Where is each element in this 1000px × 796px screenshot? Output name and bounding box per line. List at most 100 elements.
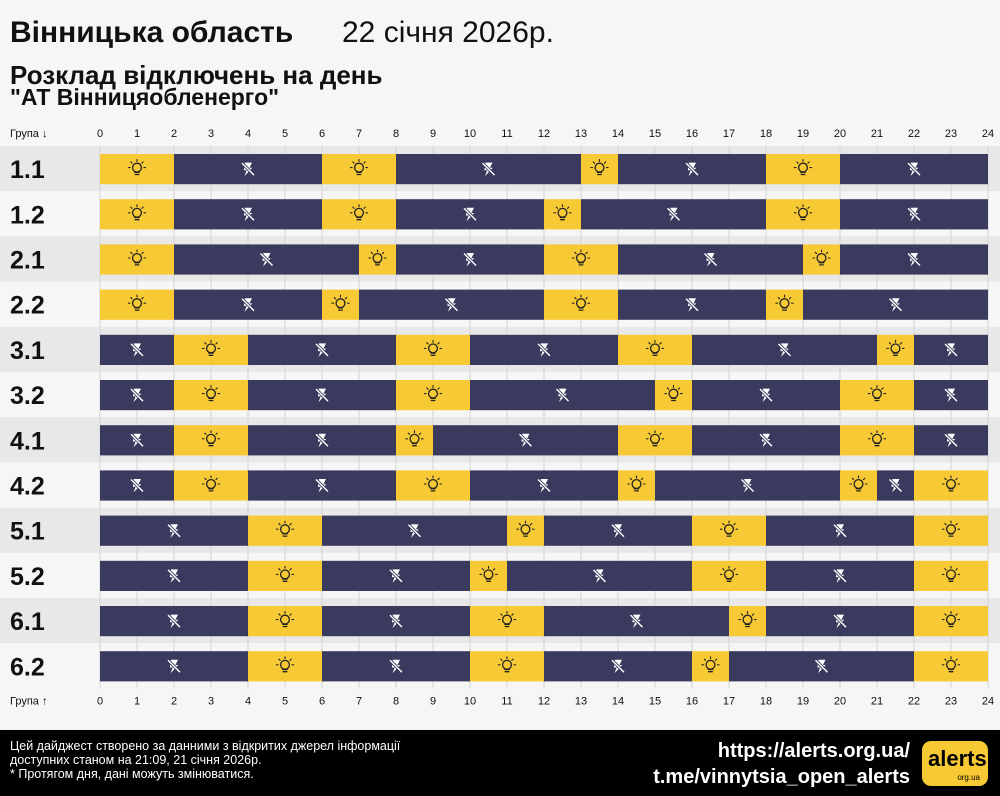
power-off-icon [592,568,607,584]
lightbulb-icon [423,475,443,492]
bulb-base [652,442,658,447]
bulb-base [282,533,288,537]
bulb-base [134,216,140,221]
hour-tick-bottom: 3 [208,695,214,707]
power-off-icon [166,613,182,629]
lightbulb-icon [331,294,350,311]
lightbulb-icon [571,294,591,311]
bulb-rays [793,204,813,214]
power-off-icon [129,387,145,403]
top-axis-band [0,122,1000,144]
bulb-rays [849,475,868,485]
segment-power-on [618,470,655,501]
hour-tick-bottom: 9 [430,695,436,707]
bulb-rays [590,159,609,169]
power-off-icon [943,342,959,358]
hour-tick-top: 0 [97,128,103,140]
power-off-icon [462,252,478,267]
segment-power-on [470,651,544,682]
bulb-base [726,578,732,582]
telegram-link[interactable]: t.me/vinnytsia_open_alerts [653,766,910,788]
lightbulb-icon [867,385,887,402]
lightbulb-icon [349,204,369,221]
bulb-base [430,488,436,492]
alerts-logo: alerts org.ua [922,741,988,786]
strike-line [889,479,902,492]
bulb-base [800,171,806,176]
bulb-rays [405,430,424,440]
power-off-icon [610,523,626,538]
bulb-base [948,488,954,492]
group-label: 5.1 [10,518,45,546]
power-off-icon [536,342,552,358]
bulb-rays [201,385,221,395]
strike-line [907,207,921,221]
segment-power-on [174,380,248,411]
logo-text: alerts [928,746,987,771]
strike-line [315,433,329,447]
lightbulb-icon [349,159,369,176]
strike-line [315,388,329,402]
strike-line [907,162,921,176]
strike-line [130,479,144,492]
strike-line [667,207,680,221]
lightbulb-icon [590,159,609,176]
hour-tick-bottom: 7 [356,695,362,707]
power-off-icon [314,342,330,358]
hour-tick-bottom: 18 [760,695,772,707]
segment-power-on [248,651,322,682]
strike-line [537,479,551,492]
power-off-icon [703,252,718,267]
power-off-icon [314,387,330,403]
bulb-base [874,397,880,402]
lightbulb-icon [664,385,683,402]
bulb-rays [793,159,813,169]
lightbulb-icon [275,656,295,673]
hour-tick-bottom: 1 [134,695,140,707]
strike-line [537,343,551,357]
segment-power-on [914,606,988,637]
bulb-rays [331,294,350,304]
segment-power-on [729,606,766,637]
hour-tick-bottom: 23 [945,695,957,707]
segment-power-on [692,651,729,682]
lightbulb-icon [719,520,739,537]
power-off-icon [629,613,644,629]
bulb-base [411,442,418,447]
bulb-rays [645,339,665,349]
segment-power-on [100,199,174,230]
site-link[interactable]: https://alerts.org.ua/ [717,740,910,762]
strike-line [593,569,606,583]
segment-power-on [840,380,914,411]
segment-power-on [100,289,174,320]
strike-line [685,298,699,312]
hour-tick-bottom: 16 [686,695,698,707]
segment-power-on [544,289,618,320]
footer: Цей дайджест створено за данними з відкр… [0,730,1000,796]
segment-power-on [322,289,359,320]
hour-tick-top: 18 [760,128,772,140]
power-off-icon [832,613,848,629]
hour-tick-top: 7 [356,128,362,140]
bulb-base [504,668,510,673]
lightbulb-icon [479,565,498,582]
segment-power-on [174,334,248,365]
schedule-date: 22 січня 2026р. [342,16,554,49]
strike-line [130,433,144,447]
hour-tick-bottom: 21 [871,695,883,707]
strike-line [741,479,754,492]
note-line-3: * Протягом дня, дані можуть змінюватися. [10,767,254,781]
hour-tick-bottom: 20 [834,695,846,707]
bulb-base [948,533,954,537]
group-label: 6.1 [10,608,45,636]
hour-tick-top: 16 [686,128,698,140]
power-off-icon [518,433,533,448]
company-name: "АТ Вінницяобленерго" [10,84,280,110]
strike-line [260,253,273,266]
bulb-rays [275,611,295,621]
group-label: 5.2 [10,563,45,591]
strike-line [759,433,773,447]
strike-line [833,524,847,538]
lightbulb-icon [627,475,646,492]
page-subtitle: Розклад відключень на день [10,60,383,90]
